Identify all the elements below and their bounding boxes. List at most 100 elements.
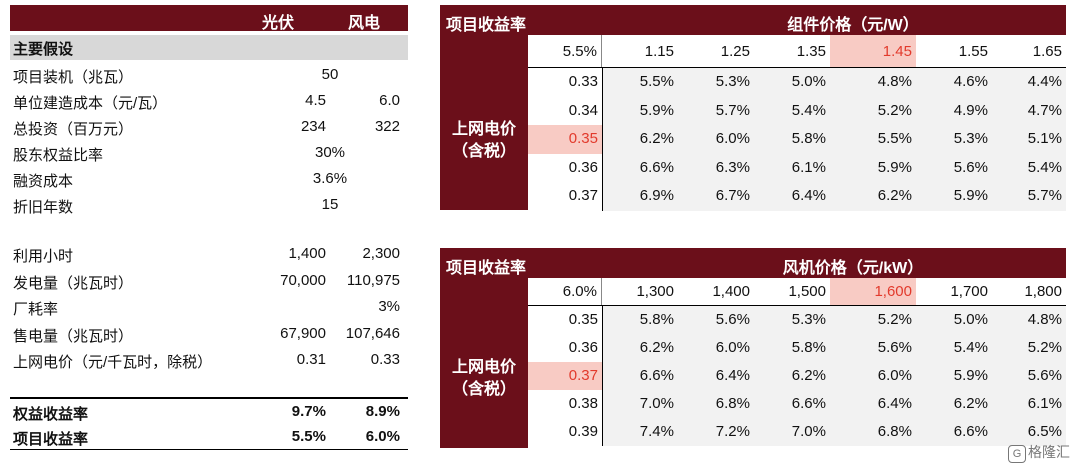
pv-table-header: 项目收益率 组件价格（元/W） <box>440 5 1066 35</box>
shared-value: 15 <box>321 196 339 213</box>
assumption-row: 利用小时 1,400 2,300 <box>10 241 408 267</box>
table-cell: 6.2% <box>602 125 678 154</box>
wind-value: 322 <box>374 118 400 135</box>
watermark: G 格隆汇 <box>1008 442 1070 463</box>
column-header: 1.55 <box>958 43 988 60</box>
row-label: 融资成本 <box>13 173 74 190</box>
assumption-row: 项目装机（兆瓦） 50 <box>10 62 408 88</box>
separator-line <box>10 397 408 399</box>
solar-value: 1,400 <box>288 245 326 262</box>
table-cell: 4.9% <box>916 96 992 125</box>
wind-table-header: 项目收益率 风机价格（元/kW） <box>440 248 1066 278</box>
table-cell: 7.0% <box>602 390 678 418</box>
table-cell: 5.8% <box>754 125 830 154</box>
table-cell: 5.3% <box>916 125 992 154</box>
pv-row-header-line2: （含税） <box>451 143 516 160</box>
table-cell: 6.2% <box>602 334 678 362</box>
table-cell: 5.5% <box>830 125 916 154</box>
table-cell: 5.3% <box>754 306 830 334</box>
table-cell: 6.9% <box>602 182 678 211</box>
row-label: 权益收益率 <box>13 406 89 423</box>
table-cell: 7.2% <box>678 418 754 446</box>
assumption-row: 厂耗率 3% <box>10 294 408 320</box>
row-label: 项目收益率 <box>13 431 89 448</box>
column-header: 1,800 <box>1024 283 1062 300</box>
column-header: 1.45 <box>830 35 916 68</box>
wind-table-title: 项目收益率 <box>446 260 527 277</box>
wind-value: 2,300 <box>362 245 400 262</box>
table-cell: 7.4% <box>602 418 678 446</box>
row-header-value: 0.39 <box>568 423 598 440</box>
row-header-value: 0.33 <box>568 73 598 90</box>
table-cell: 6.2% <box>916 390 992 418</box>
table-cell: 4.6% <box>916 68 992 97</box>
row-label: 利用小时 <box>13 248 74 265</box>
solar-value: 0.31 <box>296 351 326 368</box>
wind-value: 107,646 <box>345 324 400 342</box>
table-cell: 5.9% <box>602 96 678 125</box>
section-title: 主要假设 <box>13 41 74 58</box>
pv-col-header: 组件价格（元/W） <box>787 17 919 34</box>
table-cell: 5.4% <box>916 334 992 362</box>
shared-value: 30% <box>314 144 346 161</box>
table-cell: 6.1% <box>754 153 830 182</box>
table-cell: 5.9% <box>916 182 992 211</box>
assumption-row: 股东权益比率 30% <box>10 140 408 166</box>
row-label: 厂耗率 <box>13 301 59 318</box>
row-label: 售电量（兆瓦时） <box>13 327 134 345</box>
pv-row-header: 上网电价 （含税） <box>440 35 528 210</box>
table-cell: 5.8% <box>602 306 678 334</box>
row-label: 总投资（百万元） <box>13 121 134 138</box>
table-cell: 6.4% <box>830 390 916 418</box>
assumption-row: 发电量（兆瓦时） 70,000 110,975 <box>10 268 408 294</box>
wind-sensitivity-table: 项目收益率 风机价格（元/kW） 上网电价 （含税） 6.0% 1,300 1,40… <box>440 248 1066 448</box>
pv-table-title: 项目收益率 <box>446 17 527 34</box>
table-cell: 5.2% <box>992 334 1066 362</box>
table-cell: 6.0% <box>678 125 754 154</box>
table-cell: 5.6% <box>830 334 916 362</box>
pv-row-header-line1: 上网电价 <box>451 121 516 138</box>
solar-value: 9.7% <box>291 403 326 420</box>
table-cell: 5.1% <box>992 125 1066 154</box>
table-cell: 6.4% <box>754 182 830 211</box>
table-cell: 5.6% <box>678 306 754 334</box>
table-cell: 5.2% <box>830 96 916 125</box>
table-cell: 5.5% <box>602 68 678 97</box>
row-label: 项目装机（兆瓦） <box>13 69 134 86</box>
wind-value: 110,975 <box>346 271 400 289</box>
table-cell: 5.6% <box>992 362 1066 390</box>
watermark-logo-icon: G <box>1008 445 1026 463</box>
row-label: 上网电价（元/千瓦时，除税） <box>13 354 213 371</box>
table-cell: 6.6% <box>602 362 678 390</box>
row-header-value: 0.36 <box>568 158 598 176</box>
table-cell: 5.7% <box>992 182 1066 211</box>
table-cell: 5.4% <box>992 153 1066 182</box>
table-cell: 5.8% <box>754 334 830 362</box>
table-cell: 6.6% <box>754 390 830 418</box>
row-header-value: 0.34 <box>568 101 598 119</box>
table-cell: 5.3% <box>678 68 754 97</box>
shared-value: 3.6% <box>312 170 348 187</box>
row-label: 折旧年数 <box>13 199 74 216</box>
assumption-row: 融资成本 3.6% <box>10 166 408 192</box>
row-header-value: 0.38 <box>568 395 598 412</box>
shared-value: 50 <box>321 66 339 83</box>
wind-row-header: 上网电价 （含税） <box>440 278 528 448</box>
row-header-value: 0.35 <box>568 311 598 328</box>
table-cell: 6.2% <box>830 182 916 211</box>
table-cell: 6.8% <box>678 390 754 418</box>
column-header: 1,400 <box>712 283 750 300</box>
table-cell: 7.0% <box>754 418 830 446</box>
solar-value: 234 <box>300 118 326 135</box>
column-header: 1,700 <box>950 283 988 300</box>
solar-value: 4.5 <box>305 92 326 109</box>
table-cell: 4.8% <box>830 68 916 97</box>
solar-value: 67,900 <box>280 324 326 342</box>
wind-value: 3% <box>378 298 400 315</box>
wind-row-header-line2: （含税） <box>451 381 516 398</box>
table-cell: 4.8% <box>992 306 1066 334</box>
corner-base-value: 6.0% <box>528 278 602 306</box>
column-header: 1.65 <box>1032 43 1062 60</box>
wind-row-header-line1: 上网电价 <box>451 359 516 376</box>
assumption-row: 单位建造成本（元/瓦） 4.5 6.0 <box>10 88 408 114</box>
